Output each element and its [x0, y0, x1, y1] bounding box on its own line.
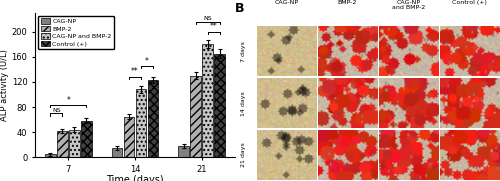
- Text: *: *: [66, 96, 70, 105]
- Text: **: **: [131, 67, 139, 76]
- Text: **: **: [210, 22, 218, 31]
- Bar: [190, 76, 201, 157]
- Text: Control (+): Control (+): [452, 0, 487, 5]
- Text: BMP-2: BMP-2: [338, 0, 357, 5]
- Y-axis label: ALP activity (U/L): ALP activity (U/L): [0, 49, 8, 121]
- Bar: [214, 54, 225, 157]
- Text: B: B: [235, 2, 244, 15]
- Bar: [148, 80, 158, 157]
- Bar: [136, 89, 146, 157]
- Bar: [112, 148, 122, 157]
- Text: NS: NS: [52, 108, 60, 113]
- Text: CAG-NP
and BMP-2: CAG-NP and BMP-2: [392, 0, 425, 10]
- Bar: [69, 130, 80, 157]
- Legend: CAG-NP, BMP-2, CAG-NP and BMP-2, Control (+): CAG-NP, BMP-2, CAG-NP and BMP-2, Control…: [38, 16, 114, 49]
- Text: *: *: [145, 56, 149, 66]
- Bar: [81, 121, 92, 157]
- Text: CAG-NP: CAG-NP: [274, 0, 298, 5]
- Text: 21 days: 21 days: [242, 143, 246, 167]
- Bar: [45, 154, 56, 157]
- Bar: [124, 117, 134, 157]
- Text: 14 days: 14 days: [242, 91, 246, 115]
- X-axis label: Time (days): Time (days): [106, 176, 164, 181]
- Text: NS: NS: [204, 16, 212, 22]
- Bar: [202, 44, 213, 157]
- Bar: [178, 146, 189, 157]
- Bar: [57, 131, 68, 157]
- Text: 7 days: 7 days: [242, 41, 246, 62]
